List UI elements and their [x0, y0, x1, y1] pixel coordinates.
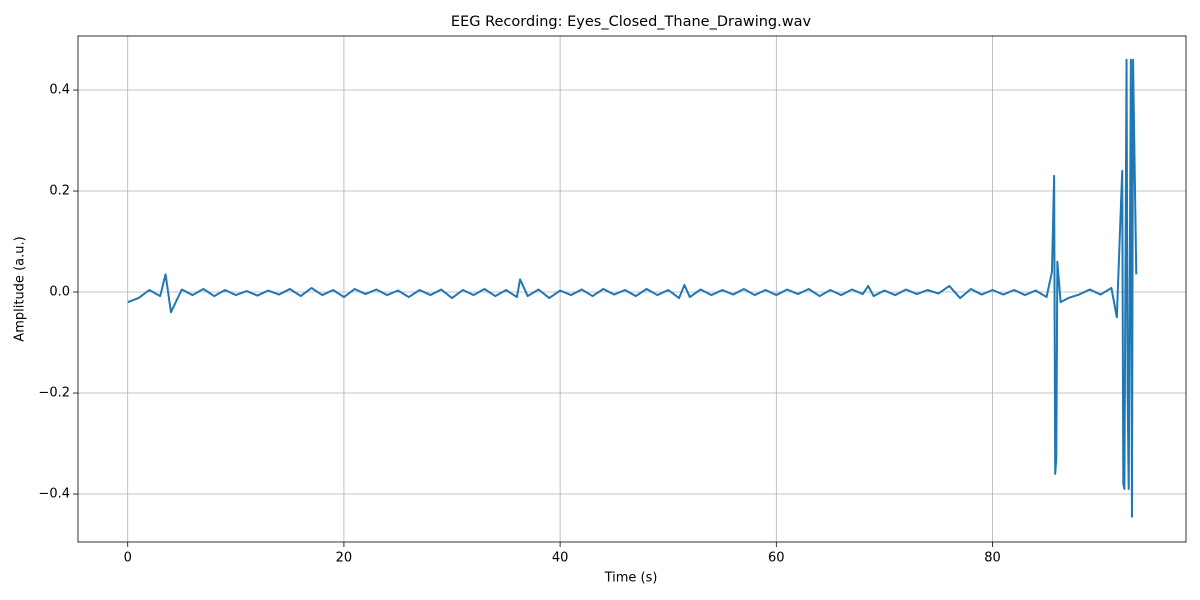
y-tick-label: −0.4 — [38, 487, 70, 502]
x-tick-label: 40 — [552, 551, 569, 566]
y-tick-label: 0.4 — [49, 83, 70, 98]
chart-title: EEG Recording: Eyes_Closed_Thane_Drawing… — [451, 14, 812, 30]
y-tick-label: 0.2 — [49, 184, 70, 199]
x-axis-label: Time (s) — [604, 571, 658, 586]
x-tick-label: 60 — [768, 551, 785, 566]
x-tick-label: 80 — [984, 551, 1001, 566]
y-tick-label: 0.0 — [49, 285, 70, 300]
x-tick-label: 20 — [336, 551, 353, 566]
plot-frame — [77, 35, 1187, 543]
y-axis-label: Amplitude (a.u.) — [13, 236, 28, 341]
signal-line — [127, 58, 1138, 518]
x-tick-label: 0 — [124, 551, 132, 566]
y-tick-label: −0.2 — [38, 386, 70, 401]
